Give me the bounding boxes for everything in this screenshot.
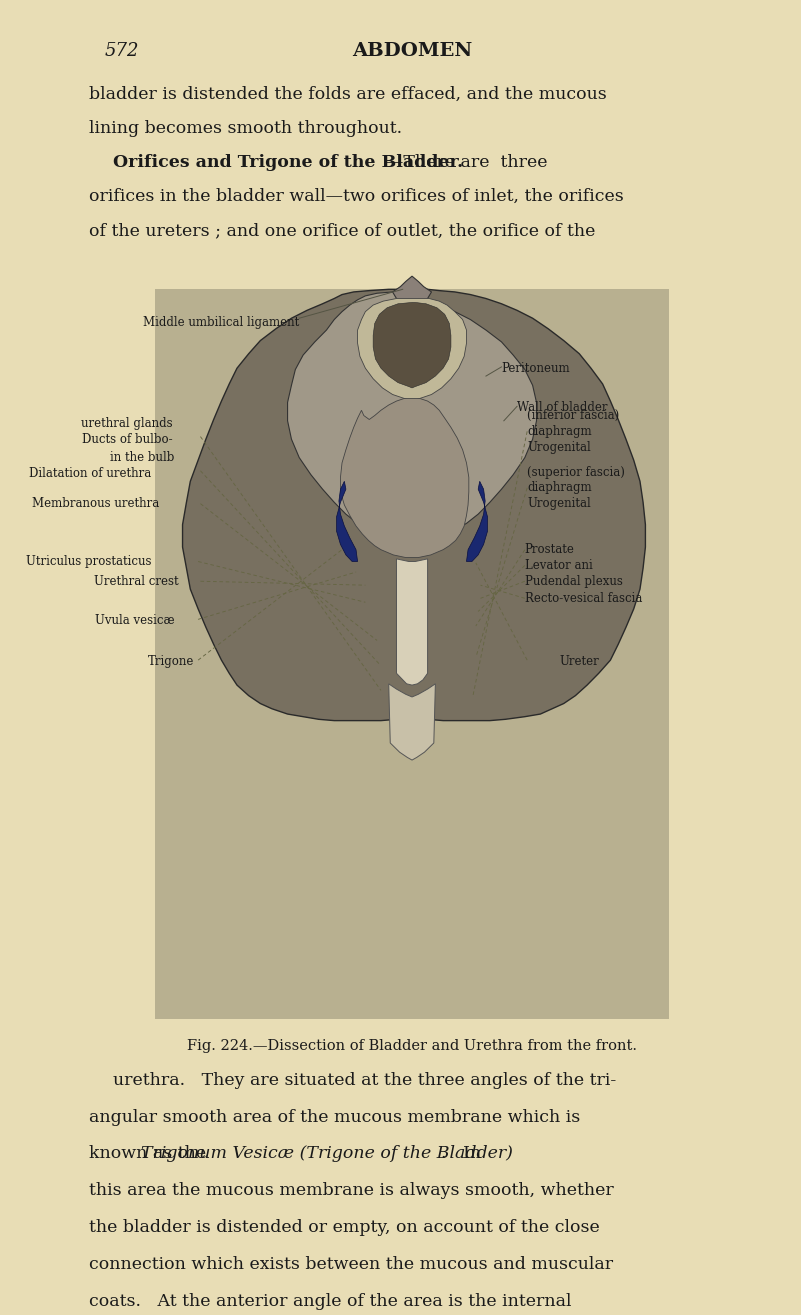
Text: Peritoneum: Peritoneum — [501, 362, 570, 375]
Polygon shape — [357, 299, 466, 401]
Text: Orifices and Trigone of the Bladder.: Orifices and Trigone of the Bladder. — [112, 154, 463, 171]
Text: Recto-vesical fascia: Recto-vesical fascia — [525, 592, 642, 605]
Text: diaphragm: diaphragm — [527, 425, 592, 438]
Text: .   In: . In — [441, 1145, 481, 1162]
Text: known as the: known as the — [89, 1145, 211, 1162]
Text: Prostate: Prostate — [525, 543, 574, 556]
Text: coats.   At the anterior angle of the area is the internal: coats. At the anterior angle of the area… — [89, 1293, 572, 1310]
Polygon shape — [336, 481, 357, 562]
Text: diaphragm: diaphragm — [527, 481, 592, 494]
Text: Ducts of bulbo-: Ducts of bulbo- — [82, 433, 172, 446]
Text: Membranous urethra: Membranous urethra — [32, 497, 159, 510]
Polygon shape — [388, 684, 436, 760]
Text: urethral glands: urethral glands — [81, 417, 172, 430]
Text: Urogenital: Urogenital — [527, 441, 591, 454]
Text: this area the mucous membrane is always smooth, whether: this area the mucous membrane is always … — [89, 1182, 614, 1199]
Text: of the ureters ; and one orifice of outlet, the orifice of the: of the ureters ; and one orifice of outl… — [89, 222, 596, 239]
Text: Pudendal plexus: Pudendal plexus — [525, 575, 622, 588]
Text: Trigone: Trigone — [148, 655, 194, 668]
Text: —There are  three: —There are three — [386, 154, 548, 171]
Text: Wall of bladder: Wall of bladder — [517, 401, 607, 414]
Text: 572: 572 — [105, 42, 139, 60]
Polygon shape — [392, 276, 432, 309]
Text: connection which exists between the mucous and muscular: connection which exists between the muco… — [89, 1256, 614, 1273]
Text: Fig. 224.—Dissection of Bladder and Urethra from the front.: Fig. 224.—Dissection of Bladder and Uret… — [187, 1039, 637, 1053]
Text: Levator ani: Levator ani — [525, 559, 593, 572]
Polygon shape — [183, 289, 646, 721]
Polygon shape — [396, 559, 428, 685]
Text: ABDOMEN: ABDOMEN — [352, 42, 472, 60]
Polygon shape — [340, 398, 469, 558]
Text: in the bulb: in the bulb — [111, 451, 175, 464]
Text: the bladder is distended or empty, on account of the close: the bladder is distended or empty, on ac… — [89, 1219, 600, 1236]
Text: Trigonum Vesicæ (Trigone of the Bladder): Trigonum Vesicæ (Trigone of the Bladder) — [141, 1145, 513, 1162]
Text: Uvula vesicæ: Uvula vesicæ — [95, 614, 175, 627]
Text: Middle umbilical ligament: Middle umbilical ligament — [143, 316, 300, 329]
Polygon shape — [466, 481, 488, 562]
Text: (inferior fascia): (inferior fascia) — [527, 409, 619, 422]
Polygon shape — [373, 302, 451, 388]
Text: Dilatation of urethra: Dilatation of urethra — [29, 467, 151, 480]
Text: orifices in the bladder wall—two orifices of inlet, the orifices: orifices in the bladder wall—two orifice… — [89, 188, 624, 205]
Text: bladder is distended the folds are effaced, and the mucous: bladder is distended the folds are effac… — [89, 85, 607, 103]
Polygon shape — [288, 292, 537, 542]
Text: lining becomes smooth throughout.: lining becomes smooth throughout. — [89, 120, 402, 137]
Text: Ureter: Ureter — [560, 655, 600, 668]
Text: Utriculus prostaticus: Utriculus prostaticus — [26, 555, 151, 568]
Text: Urethral crest: Urethral crest — [94, 575, 179, 588]
Text: Urogenital: Urogenital — [527, 497, 591, 510]
Bar — [155, 289, 669, 1019]
Text: urethra.   They are situated at the three angles of the tri-: urethra. They are situated at the three … — [112, 1072, 616, 1089]
Text: (superior fascia): (superior fascia) — [527, 466, 625, 479]
Text: angular smooth area of the mucous membrane which is: angular smooth area of the mucous membra… — [89, 1109, 581, 1126]
